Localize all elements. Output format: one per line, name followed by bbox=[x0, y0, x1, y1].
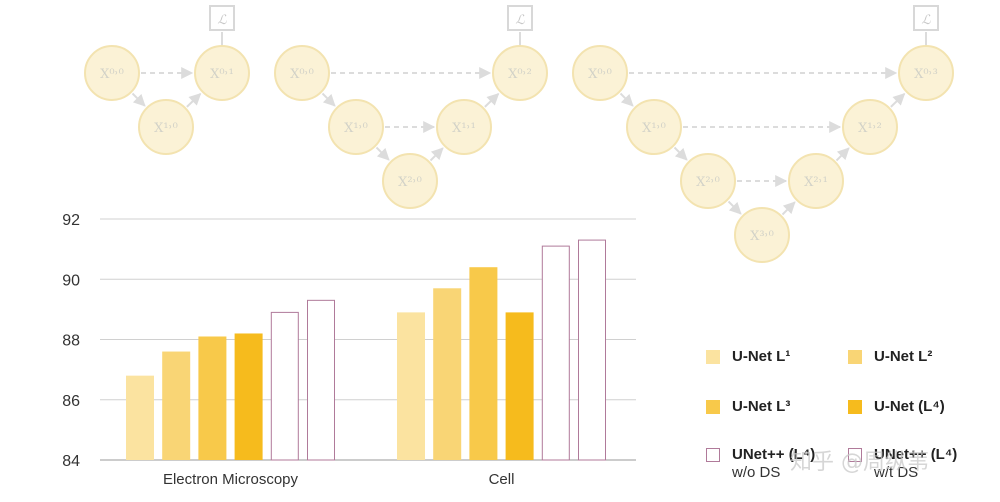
diagram-edge bbox=[619, 92, 634, 107]
diagram-node bbox=[436, 99, 492, 155]
legend-sublabel: w/o DS bbox=[732, 464, 781, 481]
x-category-label: Cell bbox=[489, 471, 515, 488]
diagram-node-label: X¹˒² bbox=[858, 121, 882, 136]
diagram-edge bbox=[835, 147, 850, 162]
diagram-edge bbox=[890, 92, 906, 108]
bar bbox=[270, 311, 299, 461]
diagram-node bbox=[842, 99, 898, 155]
diagram-node-label: X⁰˒⁰ bbox=[100, 67, 124, 82]
diagram-node-label: X²˒⁰ bbox=[398, 175, 422, 190]
x-category-label: Electron Microscopy bbox=[163, 471, 299, 488]
legend-label: U-Net L¹ bbox=[732, 348, 791, 365]
diagram-node-label: X²˒⁰ bbox=[696, 175, 720, 190]
legend: U-Net L¹ U-Net L² U-Net L³ U-Net (L⁴) UN… bbox=[700, 340, 1000, 500]
diagram-node-label: X⁰˒⁰ bbox=[588, 67, 612, 82]
legend-swatch bbox=[848, 350, 862, 364]
diagram-node-label: X⁰˒² bbox=[508, 67, 532, 82]
loss-box bbox=[913, 5, 939, 31]
y-tick-label: 88 bbox=[62, 333, 80, 350]
bar bbox=[469, 267, 498, 460]
diagram-node bbox=[382, 153, 438, 209]
diagram-node bbox=[274, 45, 330, 101]
diagram-edge bbox=[186, 92, 202, 108]
legend-label: UNet++ (L⁴) bbox=[732, 446, 816, 463]
legend-swatch bbox=[848, 400, 862, 414]
diagram-edge bbox=[429, 147, 444, 162]
legend-label: U-Net (L⁴) bbox=[874, 398, 945, 415]
diagram-edge bbox=[484, 92, 500, 108]
diagram-node bbox=[84, 45, 140, 101]
loss-symbol: ℒ bbox=[217, 13, 227, 28]
diagram-node-label: X¹˒⁰ bbox=[154, 121, 178, 136]
watermark: 知乎 @周纵苇 bbox=[790, 450, 929, 475]
bar bbox=[234, 333, 263, 460]
diagram-edge bbox=[375, 146, 390, 161]
legend-label: U-Net L³ bbox=[732, 398, 791, 415]
legend-item-unet-l3: U-Net L³ bbox=[706, 398, 790, 416]
diagram-edge bbox=[727, 200, 742, 215]
bar bbox=[433, 288, 462, 460]
legend-item-unetpp-wo-ds: UNet++ (L⁴) w/o DS bbox=[706, 446, 815, 482]
loss-box bbox=[507, 5, 533, 31]
legend-swatch bbox=[848, 448, 862, 462]
bar bbox=[162, 351, 191, 460]
bar bbox=[578, 239, 606, 461]
bar bbox=[198, 336, 227, 460]
diagram-node-label: X¹˒¹ bbox=[452, 121, 476, 136]
diagram-edge bbox=[673, 146, 688, 161]
legend-label: UNet++ (L⁴) bbox=[874, 446, 958, 463]
diagram-node-label: X¹˒⁰ bbox=[642, 121, 666, 136]
diagram-node bbox=[898, 45, 954, 101]
legend-swatch bbox=[706, 400, 720, 414]
diagram-node bbox=[328, 99, 384, 155]
diagram-node bbox=[680, 153, 736, 209]
legend-label: U-Net L² bbox=[874, 348, 933, 365]
diagram-node-label: X⁰˒³ bbox=[914, 67, 938, 82]
diagram-edge bbox=[781, 201, 796, 216]
y-tick-label: 84 bbox=[62, 453, 80, 470]
legend-swatch bbox=[706, 448, 720, 462]
diagram-node bbox=[138, 99, 194, 155]
diagram-node bbox=[492, 45, 548, 101]
diagram-node bbox=[734, 207, 790, 263]
bar bbox=[126, 375, 154, 460]
diagram-node-label: X²˒¹ bbox=[804, 175, 828, 190]
y-tick-label: 92 bbox=[62, 212, 80, 229]
legend-item-unet-l4: U-Net (L⁴) bbox=[848, 398, 945, 416]
diagram-node-label: X¹˒⁰ bbox=[344, 121, 368, 136]
legend-swatch bbox=[706, 350, 720, 364]
loss-symbol: ℒ bbox=[515, 13, 525, 28]
diagram-node bbox=[626, 99, 682, 155]
legend-sublabel: w/t DS bbox=[874, 464, 919, 481]
bar bbox=[505, 312, 534, 460]
y-tick-label: 86 bbox=[62, 393, 80, 410]
diagram-edge bbox=[131, 92, 146, 107]
diagram-edge bbox=[321, 92, 336, 107]
diagram-node-label: X⁰˒¹ bbox=[210, 67, 234, 82]
bar bbox=[541, 245, 570, 461]
legend-item-unet-l2: U-Net L² bbox=[848, 348, 932, 366]
bar bbox=[397, 312, 425, 460]
diagram-node-label: X³˒⁰ bbox=[750, 229, 774, 244]
diagram-node bbox=[788, 153, 844, 209]
diagram-node bbox=[572, 45, 628, 101]
diagram-node bbox=[194, 45, 250, 101]
y-tick-label: 90 bbox=[62, 272, 80, 289]
diagram-node-label: X⁰˒⁰ bbox=[290, 67, 314, 82]
legend-item-unet-l1: U-Net L¹ bbox=[706, 348, 790, 366]
legend-item-unetpp-wt-ds: UNet++ (L⁴) w/t DS bbox=[848, 446, 957, 482]
bar bbox=[307, 299, 335, 461]
loss-symbol: ℒ bbox=[921, 13, 931, 28]
loss-box bbox=[209, 5, 235, 31]
